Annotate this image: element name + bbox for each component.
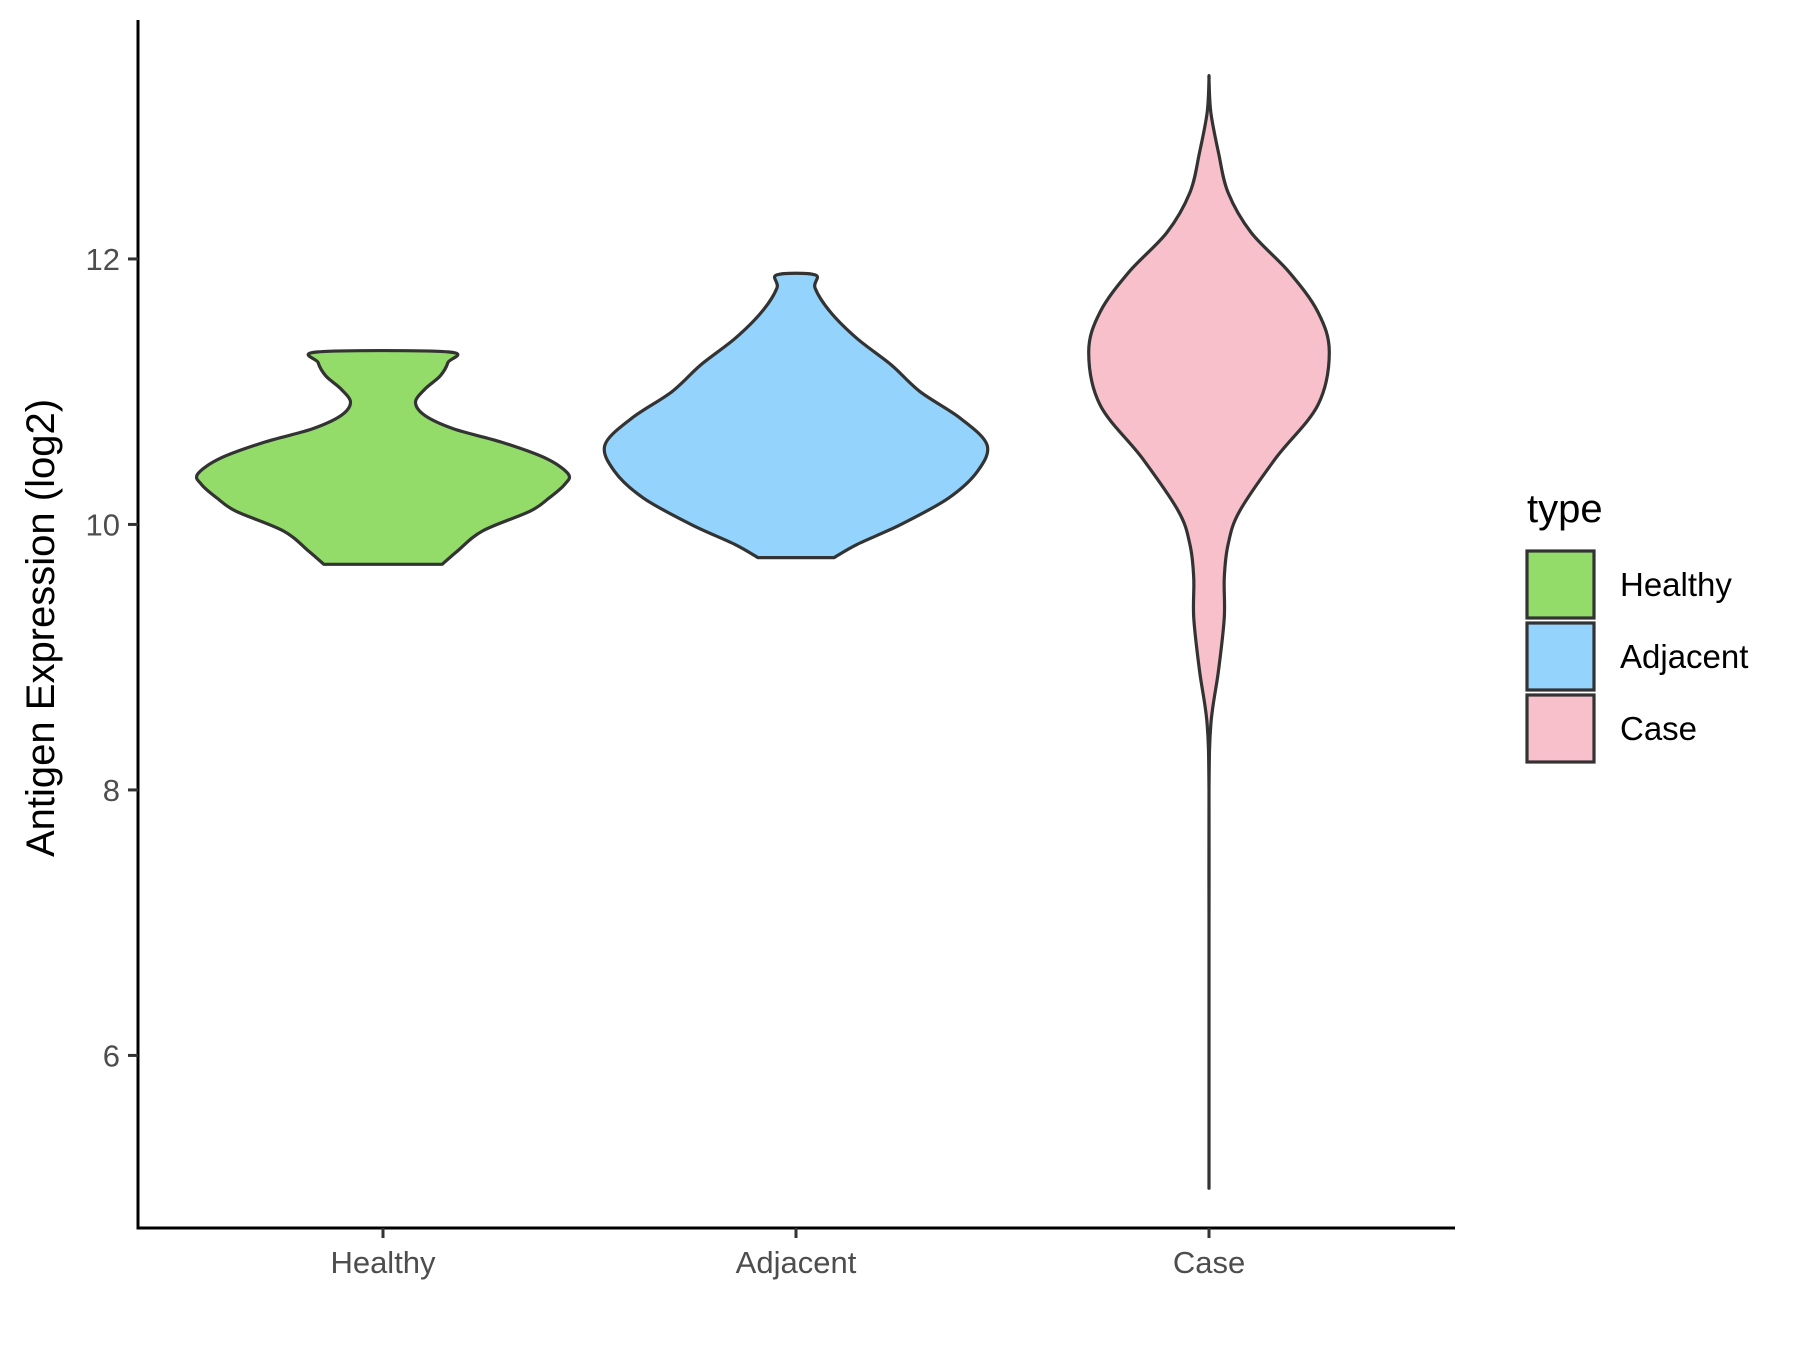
violin-healthy bbox=[194, 348, 572, 566]
legend-label-case: Case bbox=[1620, 710, 1697, 747]
y-axis-title: Antigen Expression (log2) bbox=[19, 399, 63, 857]
legend-key-adjacent bbox=[1525, 621, 1596, 692]
legend-title: type bbox=[1527, 487, 1603, 531]
violin-case bbox=[1087, 73, 1331, 1190]
y-tick-label: 6 bbox=[103, 1038, 120, 1073]
y-tick-label: 10 bbox=[86, 507, 120, 542]
y-tick-label: 12 bbox=[86, 242, 120, 277]
x-tick-label: Adjacent bbox=[736, 1245, 857, 1280]
y-tick-label: 8 bbox=[103, 773, 120, 808]
legend: type Healthy Adjacent Case bbox=[1525, 487, 1748, 764]
legend-label-adjacent: Adjacent bbox=[1620, 638, 1748, 675]
legend-label-healthy: Healthy bbox=[1620, 566, 1732, 603]
legend-key-case bbox=[1525, 693, 1596, 764]
violins-layer bbox=[194, 73, 1331, 1190]
violin-adjacent bbox=[602, 271, 990, 560]
x-tick-label: Healthy bbox=[330, 1245, 436, 1280]
x-tick-label: Case bbox=[1173, 1245, 1245, 1280]
legend-key-healthy bbox=[1525, 549, 1596, 620]
axes-layer: 6 8 10 12 Healthy Adjacent Case bbox=[86, 20, 1455, 1280]
